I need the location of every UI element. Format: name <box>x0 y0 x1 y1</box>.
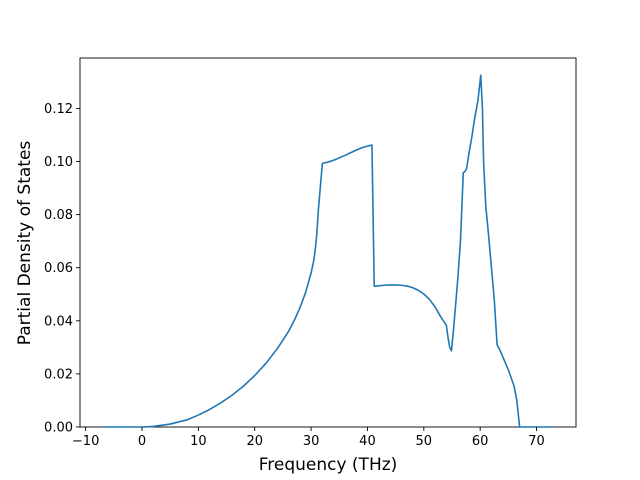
y-axis-label: Partial Density of States <box>15 141 35 346</box>
x-tick-label: 60 <box>472 434 489 449</box>
x-tick-label: 10 <box>190 434 207 449</box>
x-tick-label: 0 <box>138 434 146 449</box>
x-tick-label: 20 <box>246 434 263 449</box>
series-layer <box>102 74 554 428</box>
x-tick-label: −10 <box>72 434 99 449</box>
y-tick-label: 0.04 <box>44 314 73 329</box>
y-tick-label: 0.02 <box>44 367 73 382</box>
plot-frame <box>79 57 577 428</box>
series-line-0 <box>102 74 554 428</box>
axes-border <box>79 57 577 428</box>
y-tick-label: 0.12 <box>44 102 73 117</box>
x-tick-label: 50 <box>416 434 433 449</box>
y-tick-label: 0.08 <box>44 208 73 223</box>
x-axis-label: Frequency (THz) <box>259 455 398 475</box>
y-tick-label: 0.10 <box>44 155 73 170</box>
y-axis-ticks: 0.00 0.02 0.04 0.06 0.08 0.10 0.12 <box>44 102 80 436</box>
y-tick-label: 0.00 <box>44 421 73 436</box>
y-tick-label: 0.06 <box>44 261 73 276</box>
x-tick-label: 70 <box>528 434 545 449</box>
x-tick-label: 30 <box>303 434 320 449</box>
x-tick-label: 40 <box>359 434 376 449</box>
x-axis-ticks: −10 0 10 20 30 40 50 60 70 <box>72 427 545 449</box>
